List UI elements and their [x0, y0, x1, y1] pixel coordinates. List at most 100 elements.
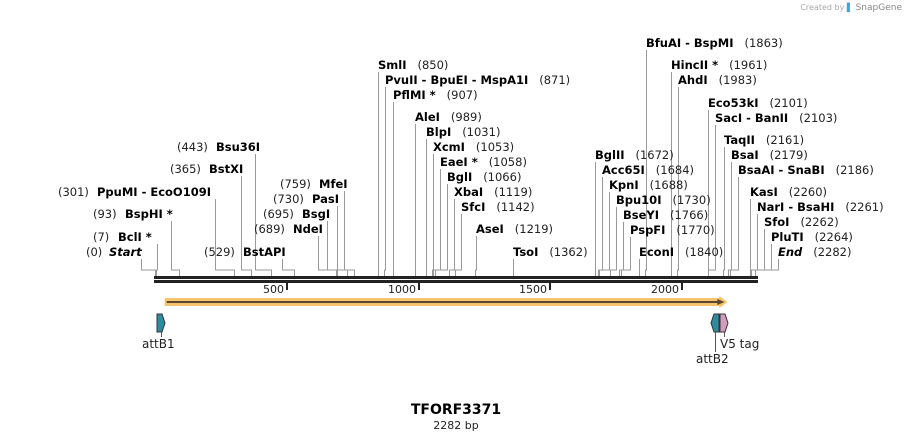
site-position: (1219) [514, 222, 554, 236]
site-position: (1684) [655, 163, 695, 177]
enzyme-site[interactable]: TaqII (2161) [724, 133, 804, 147]
site-position: (2262) [800, 215, 839, 229]
enzyme-site[interactable]: (7) BclI * [93, 230, 152, 244]
site-position: (2264) [814, 230, 853, 244]
enzyme-site[interactable]: Eco53kI (2101) [708, 96, 808, 110]
site-position: (1983) [718, 73, 757, 87]
enzyme-site[interactable]: PvuII - BpuEI - MspA1I (871) [385, 73, 570, 87]
attb1-feature[interactable] [156, 313, 166, 333]
site-name: TaqII [724, 133, 755, 147]
enzyme-site[interactable]: (759) MfeI [280, 177, 348, 191]
site-name: XbaI [454, 185, 484, 199]
site-position: (365) [170, 162, 201, 176]
enzyme-site[interactable]: PspFI (1770) [630, 223, 715, 237]
enzyme-site[interactable]: NarI - BsaHI (2261) [757, 200, 884, 214]
site-position: (2161) [765, 133, 805, 147]
site-position: (1031) [462, 125, 501, 139]
enzyme-site[interactable]: (695) BsgI [263, 207, 330, 221]
site-position: (689) [254, 222, 285, 236]
site-position: (1840) [685, 245, 724, 259]
enzyme-site[interactable]: PflMI * (907) [393, 88, 478, 102]
v5-tag-feature[interactable] [719, 313, 729, 333]
ruler-ticks [286, 283, 683, 290]
snapgene-logo-icon: ▌ [846, 3, 854, 12]
cut-site-lines [141, 50, 779, 276]
site-name: BsgI [302, 207, 331, 221]
enzyme-site[interactable]: (93) BspHI * [93, 207, 173, 221]
site-position: (1058) [488, 155, 527, 169]
site-position: (2260) [788, 185, 828, 199]
enzyme-site[interactable]: KasI (2260) [750, 185, 827, 199]
site-name: SfcI [461, 200, 486, 214]
enzyme-site[interactable]: KpnI (1688) [609, 178, 688, 192]
enzyme-site[interactable]: (365) BstXI [170, 162, 243, 176]
site-position: (301) [58, 185, 89, 199]
enzyme-site[interactable]: SfcI (1142) [461, 200, 535, 214]
ruler-tick-label: 2000 [651, 283, 679, 296]
site-position: (695) [263, 207, 294, 221]
enzyme-site[interactable]: (443) Bsu36I [177, 140, 260, 154]
site-name: BlpI [426, 125, 452, 139]
enzyme-site[interactable]: Acc65I (1684) [602, 163, 694, 177]
map-length: 2282 bp [433, 419, 479, 432]
enzyme-site[interactable]: AleI (989) [415, 110, 482, 124]
site-position: (529) [204, 245, 235, 259]
enzyme-site[interactable]: SacI - BanII (2103) [715, 111, 837, 125]
enzyme-site[interactable]: AseI (1219) [476, 222, 553, 236]
enzyme-site[interactable]: (529) BstAPI [204, 245, 286, 259]
enzyme-site[interactable]: BlpI (1031) [426, 125, 500, 139]
site-position: (871) [539, 73, 571, 87]
site-name: BstAPI [243, 245, 286, 259]
enzyme-site[interactable]: SmlI (850) [378, 58, 448, 72]
site-name: AseI [476, 222, 504, 236]
site-position: (1672) [635, 148, 674, 162]
site-name: NdeI [293, 222, 323, 236]
enzyme-site[interactable]: XbaI (1119) [454, 185, 532, 199]
enzyme-site[interactable]: HincII * (1961) [671, 58, 767, 72]
site-position: (850) [417, 58, 449, 72]
credit-prefix: Created by [800, 3, 845, 12]
enzyme-site[interactable]: TsoI (1362) [513, 245, 588, 259]
enzyme-site[interactable]: End (2282) [778, 245, 852, 259]
site-name: SacI - BanII [715, 111, 789, 125]
enzyme-site[interactable]: (301) PpuMI - EcoO109I [58, 185, 211, 199]
site-position: (2101) [769, 96, 808, 110]
site-name: SmlI [378, 58, 407, 72]
site-position: (1066) [483, 170, 522, 184]
site-position: (907) [446, 88, 478, 102]
enzyme-site[interactable]: Bpu10I (1730) [616, 193, 711, 207]
ruler-tick-label: 1500 [519, 283, 547, 296]
site-name: XcmI [433, 140, 465, 154]
enzyme-site[interactable]: BglI (1066) [447, 170, 521, 184]
site-name: AhdI [678, 73, 708, 87]
enzyme-site[interactable]: BglII (1672) [595, 148, 674, 162]
attb2-feature[interactable] [710, 313, 720, 333]
enzyme-site[interactable]: (689) NdeI [254, 222, 323, 236]
enzyme-site[interactable]: BfuAI - BspMI (1863) [646, 36, 783, 50]
enzyme-site[interactable]: (0) Start [86, 245, 142, 259]
enzyme-site[interactable]: BsaI (2179) [731, 148, 808, 162]
site-name: PpuMI - EcoO109I [97, 185, 211, 199]
site-position: (2179) [769, 148, 808, 162]
site-position: (1119) [494, 185, 533, 199]
enzyme-site[interactable]: PluTI (2264) [771, 230, 853, 244]
enzyme-site[interactable]: (730) PasI [273, 192, 339, 206]
site-position: (1770) [676, 223, 715, 237]
enzyme-site[interactable]: XcmI (1053) [433, 140, 514, 154]
enzyme-site[interactable]: BseYI (1766) [623, 208, 708, 222]
enzyme-site[interactable]: AhdI (1983) [678, 73, 757, 87]
site-name: HincII * [671, 58, 719, 72]
site-position: (1142) [496, 200, 535, 214]
site-position: (0) [86, 245, 103, 259]
enzyme-site[interactable]: EconI (1840) [639, 245, 723, 259]
site-name: PasI [312, 192, 340, 206]
site-name: KpnI [609, 178, 639, 192]
enzyme-site[interactable]: BsaAI - SnaBI (2186) [738, 163, 874, 177]
features [156, 296, 729, 352]
site-name: KasI [750, 185, 778, 199]
site-name: NarI - BsaHI [757, 200, 835, 214]
map-title: TFORF3371 [410, 402, 502, 418]
enzyme-site[interactable]: EaeI * (1058) [440, 155, 527, 169]
site-name: PspFI [630, 223, 666, 237]
enzyme-site[interactable]: SfoI (2262) [764, 215, 839, 229]
